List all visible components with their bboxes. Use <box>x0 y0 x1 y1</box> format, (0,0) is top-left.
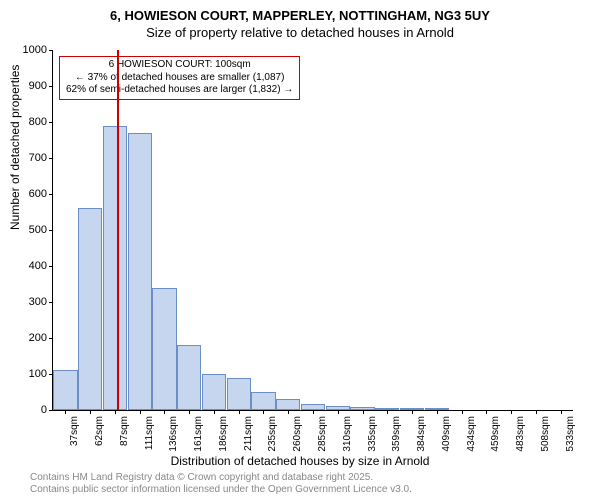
y-tick-mark <box>49 122 53 123</box>
x-tick-mark <box>387 410 388 414</box>
x-tick-label: 235sqm <box>267 416 278 452</box>
x-tick-mark <box>437 410 438 414</box>
x-tick-label: 508sqm <box>540 416 551 452</box>
x-tick-label: 384sqm <box>416 416 427 452</box>
x-tick-mark <box>561 410 562 414</box>
chart-title: 6, HOWIESON COURT, MAPPERLEY, NOTTINGHAM… <box>0 0 600 25</box>
x-tick-mark <box>140 410 141 414</box>
histogram-bar <box>227 378 251 410</box>
y-tick-mark <box>49 50 53 51</box>
callout-line3: 62% of semi-detached houses are larger (… <box>66 84 293 97</box>
callout-line2: ← 37% of detached houses are smaller (1,… <box>66 72 293 85</box>
y-tick-label: 800 <box>15 116 53 128</box>
x-tick-mark <box>115 410 116 414</box>
x-tick-label: 533sqm <box>565 416 576 452</box>
x-tick-mark <box>263 410 264 414</box>
y-tick-mark <box>49 338 53 339</box>
y-tick-mark <box>49 302 53 303</box>
x-tick-mark <box>65 410 66 414</box>
y-tick-label: 200 <box>15 332 53 344</box>
y-tick-mark <box>49 194 53 195</box>
histogram-bar <box>152 288 176 410</box>
x-tick-label: 211sqm <box>243 416 254 451</box>
x-tick-mark <box>536 410 537 414</box>
x-tick-label: 285sqm <box>317 416 328 452</box>
reference-line <box>117 50 119 410</box>
x-tick-label: 111sqm <box>144 416 155 450</box>
x-tick-label: 136sqm <box>168 416 179 452</box>
x-tick-label: 260sqm <box>292 416 303 452</box>
x-tick-mark <box>90 410 91 414</box>
histogram-bar <box>177 345 201 410</box>
y-tick-label: 100 <box>15 368 53 380</box>
x-tick-mark <box>313 410 314 414</box>
plot-area: 6 HOWIESON COURT: 100sqm ← 37% of detach… <box>52 50 573 411</box>
x-tick-label: 87sqm <box>119 416 130 446</box>
histogram-bar <box>53 370 77 410</box>
x-tick-mark <box>363 410 364 414</box>
footer-attribution: Contains HM Land Registry data © Crown c… <box>30 472 412 496</box>
callout-box: 6 HOWIESON COURT: 100sqm ← 37% of detach… <box>59 56 300 100</box>
footer-line2: Contains public sector information licen… <box>30 484 412 496</box>
y-tick-label: 700 <box>15 152 53 164</box>
y-tick-mark <box>49 158 53 159</box>
x-tick-mark <box>239 410 240 414</box>
x-tick-label: 186sqm <box>218 416 229 452</box>
x-tick-label: 37sqm <box>69 416 80 446</box>
x-tick-label: 335sqm <box>367 416 378 452</box>
x-tick-label: 409sqm <box>441 416 452 452</box>
x-tick-label: 62sqm <box>94 416 105 446</box>
x-tick-mark <box>486 410 487 414</box>
y-tick-label: 400 <box>15 260 53 272</box>
y-tick-label: 500 <box>15 224 53 236</box>
x-tick-mark <box>189 410 190 414</box>
x-tick-mark <box>511 410 512 414</box>
histogram-bar <box>276 399 300 410</box>
histogram-bar <box>128 133 152 410</box>
x-tick-mark <box>462 410 463 414</box>
y-tick-label: 900 <box>15 80 53 92</box>
y-tick-mark <box>49 410 53 411</box>
x-tick-mark <box>338 410 339 414</box>
x-tick-mark <box>214 410 215 414</box>
y-tick-label: 300 <box>15 296 53 308</box>
x-tick-mark <box>164 410 165 414</box>
chart-subtitle: Size of property relative to detached ho… <box>0 25 600 44</box>
x-tick-label: 483sqm <box>515 416 526 452</box>
chart-container: 6, HOWIESON COURT, MAPPERLEY, NOTTINGHAM… <box>0 0 600 500</box>
x-tick-label: 434sqm <box>466 416 477 452</box>
y-tick-label: 1000 <box>15 44 53 56</box>
histogram-bar <box>202 374 226 410</box>
callout-line1: 6 HOWIESON COURT: 100sqm <box>66 59 293 72</box>
x-tick-label: 459sqm <box>490 416 501 452</box>
y-tick-mark <box>49 230 53 231</box>
y-tick-mark <box>49 86 53 87</box>
x-axis-label: Distribution of detached houses by size … <box>0 454 600 468</box>
x-tick-mark <box>288 410 289 414</box>
y-tick-mark <box>49 266 53 267</box>
x-tick-mark <box>412 410 413 414</box>
footer-line1: Contains HM Land Registry data © Crown c… <box>30 472 412 484</box>
x-tick-label: 161sqm <box>193 416 204 452</box>
y-tick-label: 600 <box>15 188 53 200</box>
y-tick-label: 0 <box>15 404 53 416</box>
x-tick-label: 310sqm <box>342 416 353 452</box>
histogram-bar <box>103 126 127 410</box>
histogram-bar <box>251 392 275 410</box>
x-tick-label: 359sqm <box>391 416 402 452</box>
histogram-bar <box>78 208 102 410</box>
